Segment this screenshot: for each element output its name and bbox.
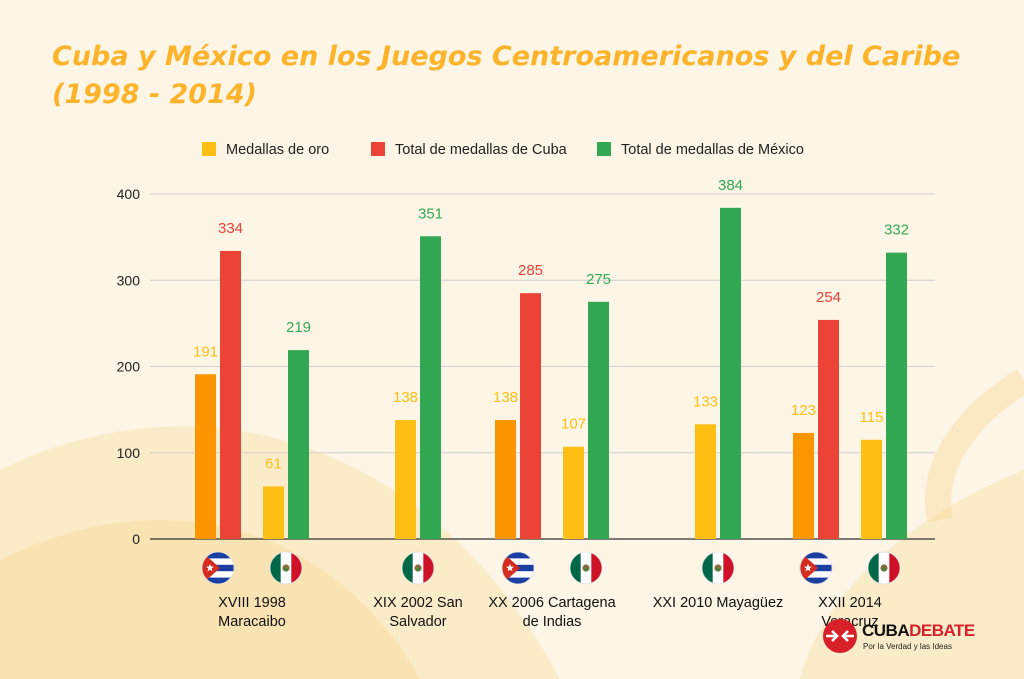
bar-total-mexico [886, 252, 907, 539]
flag-ring [201, 551, 235, 585]
legend-label: Total de medallas de Cuba [395, 142, 568, 158]
logo-tagline: Por la Verdad y las Ideas [863, 642, 952, 651]
data-label-gold: 133 [693, 393, 718, 410]
flag-ring [501, 551, 535, 585]
flag-ring [269, 551, 303, 585]
x-category-label-line: XVIII 1998 [218, 595, 286, 611]
cuba-flag-icon [800, 552, 832, 584]
y-tick-label: 0 [132, 531, 140, 547]
data-label-gold: 191 [193, 343, 218, 360]
legend-swatch [371, 142, 385, 156]
y-tick-label: 300 [117, 272, 141, 288]
x-category-label: XVIII 1998 Maracaibo [218, 595, 286, 630]
bar-total-cuba [220, 250, 241, 540]
logo-brand-part1: CUBA [862, 621, 910, 640]
bar-gold-medals [495, 419, 516, 539]
y-tick-label: 400 [117, 186, 141, 202]
flag-ring [569, 551, 603, 585]
x-category-label-line: XIX 2002 San [373, 595, 463, 611]
cuba-flag-icon [202, 552, 234, 584]
flag-ring [701, 551, 735, 585]
data-label-total: 219 [286, 319, 311, 336]
data-label-total: 254 [816, 289, 841, 306]
x-category-label: XX 2006 Cartagena de Indias [488, 595, 616, 630]
mexico-flag-icon [570, 552, 602, 584]
logo-mark-icon [823, 619, 857, 653]
mexico-flag-icon [702, 552, 734, 584]
mexico-flag-icon [270, 552, 302, 584]
bar-gold-medals [861, 439, 882, 539]
bar-gold-medals [263, 486, 284, 539]
data-label-gold: 115 [860, 409, 884, 426]
data-label-total: 384 [718, 177, 743, 194]
x-category-label: XXI 2010 Mayagüez [653, 595, 784, 611]
legend-swatch [597, 142, 611, 156]
y-tick-label: 100 [117, 445, 141, 461]
data-label-total: 285 [518, 262, 543, 279]
flag-ring [867, 551, 901, 585]
bar-gold-medals [395, 419, 416, 539]
flag-ring [799, 551, 833, 585]
logo-brand: CUBADEBATE [862, 621, 975, 641]
logo-brand-part2: DEBATE [909, 621, 975, 640]
x-category-label-line: XXII 2014 [818, 595, 882, 611]
x-category-label-line: Maracaibo [218, 614, 286, 630]
bar-total-mexico [420, 236, 441, 539]
data-label-gold: 138 [493, 389, 518, 406]
bar-gold-medals [195, 374, 216, 539]
data-label-gold: 123 [791, 402, 816, 419]
bar-gold-medals [695, 424, 716, 539]
data-label-gold: 61 [265, 455, 282, 472]
bar-total-cuba [520, 293, 541, 539]
mexico-flag-icon [868, 552, 900, 584]
mexico-flag-icon [402, 552, 434, 584]
data-label-gold: 107 [561, 416, 586, 433]
bar-total-mexico [588, 301, 609, 539]
data-label-total: 351 [418, 205, 443, 222]
x-category-label-line: XXI 2010 Mayagüez [653, 595, 784, 611]
data-label-total: 275 [586, 271, 611, 288]
x-category-label: XIX 2002 San Salvador [373, 595, 463, 630]
x-category-label-line: de Indias [523, 614, 582, 630]
x-category-label-line: XX 2006 Cartagena [488, 595, 616, 611]
data-label-total: 334 [218, 220, 243, 237]
flag-ring [401, 551, 435, 585]
x-category-label-line: Salvador [389, 614, 446, 630]
chart-title: Cuba y México en los Juegos Centroameric… [52, 41, 961, 110]
legend-label: Total de medallas de México [621, 142, 804, 158]
legend-swatch [202, 142, 216, 156]
data-label-total: 332 [884, 222, 909, 239]
bar-gold-medals [563, 446, 584, 539]
bar-total-mexico [288, 350, 309, 539]
bar-gold-medals [793, 432, 814, 539]
legend-label: Medallas de oro [226, 142, 329, 158]
bar-total-mexico [720, 207, 741, 540]
y-tick-label: 200 [117, 359, 141, 375]
data-label-gold: 138 [393, 389, 418, 406]
cuba-flag-icon [502, 552, 534, 584]
cubadebate-logo[interactable]: CUBADEBATE Por la Verdad y las Ideas [822, 618, 992, 658]
bar-total-cuba [818, 319, 839, 539]
